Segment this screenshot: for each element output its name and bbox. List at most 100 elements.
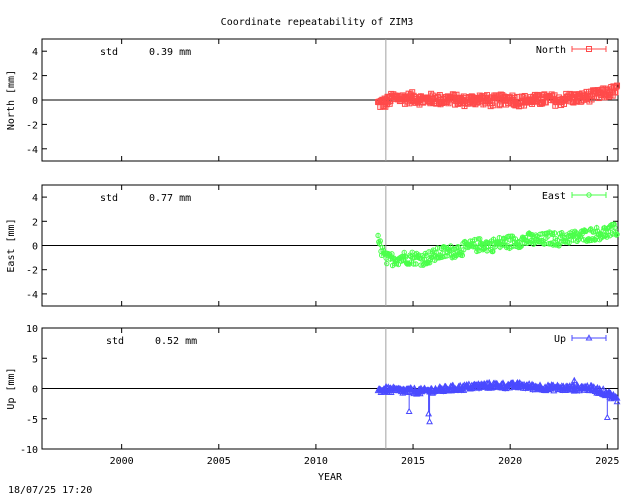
data-point bbox=[474, 246, 481, 252]
data-point bbox=[423, 252, 429, 259]
data-point bbox=[401, 249, 407, 256]
data-point bbox=[375, 232, 381, 239]
data-point bbox=[522, 234, 529, 241]
data-point bbox=[613, 83, 620, 90]
data-point bbox=[613, 397, 621, 405]
data-point bbox=[593, 225, 600, 231]
data-point bbox=[434, 245, 441, 251]
data-point bbox=[603, 413, 611, 421]
data-point bbox=[402, 253, 408, 259]
std-value: 0.52 mm bbox=[155, 336, 197, 347]
x-axis-label: YEAR bbox=[318, 472, 343, 483]
chart-title: Coordinate repeatability of ZIM3 bbox=[221, 17, 414, 28]
panel-north: -4 -2 0 2 4 North [mm] std 0.39 mm North bbox=[6, 38, 621, 162]
legend-marker bbox=[586, 192, 592, 198]
data-point bbox=[379, 244, 386, 251]
data-point bbox=[413, 261, 419, 267]
data-point bbox=[459, 252, 466, 259]
y-tick-label: -10 bbox=[20, 445, 38, 456]
data-point bbox=[611, 221, 617, 227]
legend-marker bbox=[586, 46, 592, 52]
data-point bbox=[489, 383, 497, 391]
std-value: 0.39 mm bbox=[149, 47, 191, 58]
x-tick-label: 2020 bbox=[498, 456, 522, 467]
x-tick-label: 2015 bbox=[401, 456, 425, 467]
x-tick-label: 2000 bbox=[110, 456, 134, 467]
x-tick-label: 2005 bbox=[207, 456, 231, 467]
data-point bbox=[448, 243, 454, 249]
data-point bbox=[570, 376, 578, 384]
data-point bbox=[599, 385, 607, 392]
y-tick-label: -4 bbox=[26, 290, 38, 301]
data-point bbox=[600, 228, 606, 234]
timestamp: 18/07/25 17:20 bbox=[8, 485, 92, 496]
data-point bbox=[395, 261, 402, 268]
data-point bbox=[426, 260, 433, 266]
data-point bbox=[550, 386, 558, 394]
data-point bbox=[530, 241, 537, 247]
data-point bbox=[425, 410, 433, 417]
data-point bbox=[613, 394, 621, 401]
panel-east: -4 -2 0 2 4 East [mm] std 0.77 mm East bbox=[6, 184, 620, 307]
y-axis-label: Up [mm] bbox=[6, 367, 17, 409]
legend-label: Up bbox=[554, 334, 566, 345]
data-point bbox=[591, 229, 597, 235]
data-point bbox=[566, 239, 572, 246]
legend-marker bbox=[585, 334, 593, 341]
data-point bbox=[526, 230, 532, 236]
data-point bbox=[572, 228, 578, 235]
data-point bbox=[492, 244, 498, 250]
y-tick-label: 5 bbox=[32, 354, 38, 365]
y-tick-label: 4 bbox=[32, 193, 38, 204]
data-point bbox=[449, 91, 456, 98]
data-point bbox=[455, 244, 461, 250]
data-point bbox=[489, 102, 496, 109]
data-point bbox=[612, 224, 618, 231]
std-label: std bbox=[106, 336, 124, 347]
data-point bbox=[596, 384, 604, 392]
data-point bbox=[561, 100, 568, 107]
data-point bbox=[416, 252, 422, 258]
data-point bbox=[497, 101, 504, 108]
y-tick-label: 4 bbox=[32, 47, 38, 58]
data-point bbox=[523, 237, 529, 243]
y-tick-label: -5 bbox=[26, 415, 38, 426]
data-point bbox=[604, 234, 610, 240]
data-point bbox=[433, 250, 439, 256]
y-tick-label: 2 bbox=[32, 72, 38, 83]
y-tick-label: 2 bbox=[32, 217, 38, 228]
data-point bbox=[614, 231, 620, 237]
legend-label: East bbox=[542, 191, 566, 202]
data-point bbox=[509, 233, 516, 239]
data-point bbox=[606, 93, 613, 100]
std-value: 0.77 mm bbox=[149, 193, 191, 204]
data-point bbox=[465, 380, 473, 387]
data-point bbox=[476, 247, 482, 254]
data-point bbox=[614, 82, 621, 89]
data-point bbox=[426, 417, 434, 425]
y-tick-label: 0 bbox=[32, 96, 38, 107]
series-north bbox=[375, 82, 621, 110]
series-east bbox=[375, 221, 620, 269]
data-point bbox=[607, 389, 614, 396]
data-point bbox=[389, 251, 395, 257]
y-axis-label: North [mm] bbox=[6, 70, 17, 130]
data-point bbox=[405, 407, 413, 414]
data-point bbox=[581, 227, 588, 233]
data-point bbox=[518, 243, 524, 249]
y-tick-label: 0 bbox=[32, 242, 38, 253]
x-tick-label: 2025 bbox=[595, 456, 619, 467]
data-point bbox=[507, 237, 513, 243]
x-tick-label: 2010 bbox=[304, 456, 328, 467]
data-point bbox=[418, 256, 425, 262]
data-point bbox=[402, 254, 409, 260]
data-point bbox=[471, 236, 478, 243]
series-up bbox=[374, 376, 621, 425]
std-label: std bbox=[100, 47, 118, 58]
data-point bbox=[550, 242, 556, 248]
data-point bbox=[405, 260, 412, 267]
data-point bbox=[613, 232, 620, 238]
data-point bbox=[506, 384, 513, 391]
data-point bbox=[430, 247, 436, 253]
data-point bbox=[540, 238, 546, 244]
